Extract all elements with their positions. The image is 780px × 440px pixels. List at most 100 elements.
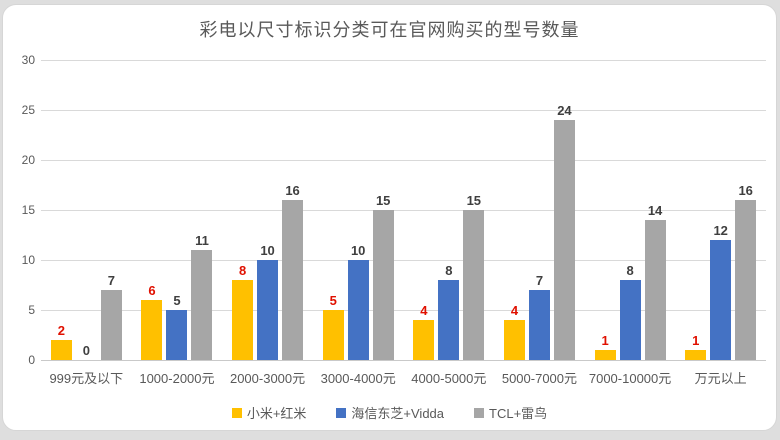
bar xyxy=(100,290,122,360)
y-tick-label: 25 xyxy=(21,103,35,117)
y-tick-label: 0 xyxy=(28,353,35,367)
legend-item: 小米+红米 xyxy=(231,403,306,422)
x-tick-label: 3000-4000元 xyxy=(320,371,396,386)
bar xyxy=(50,340,72,360)
chart-title: 彩电以尺寸标识分类可在官网购买的型号数量 xyxy=(199,20,580,40)
x-tick-label: 1000-2000元 xyxy=(139,371,215,386)
bar-value-label: 10 xyxy=(260,243,275,258)
bar-wrap: 10 xyxy=(347,60,369,360)
bar-value-label: 10 xyxy=(350,243,366,258)
y-tick-label: 20 xyxy=(21,153,35,167)
bar-wrap: 1 xyxy=(594,60,616,360)
y-tick-label: 5 xyxy=(28,303,35,317)
legend-swatch-icon xyxy=(474,407,485,418)
bar-wrap: 2 xyxy=(50,60,72,360)
bar-group: 6 5 11 xyxy=(132,60,223,360)
bar-group: 5 10 15 xyxy=(313,60,404,360)
gridline xyxy=(41,110,766,111)
bar xyxy=(191,250,213,360)
bar-value-label: 16 xyxy=(285,183,300,198)
x-tick-label: 999元及以下 xyxy=(49,371,124,386)
plot-area: 2 0 7 6 5 11 8 10 16 5 10 15 4 8 15 4 7 24 1 8 14 1 12 16 xyxy=(41,60,766,361)
bar-value-label: 7 xyxy=(107,273,115,288)
bar-value-label: 16 xyxy=(738,183,753,198)
bar xyxy=(735,200,757,360)
bar-wrap: 12 xyxy=(710,60,732,360)
bar-wrap: 16 xyxy=(282,60,304,360)
legend-item: 海信东芝+Vidda xyxy=(336,403,444,422)
gridline xyxy=(41,210,766,211)
bar-wrap: 14 xyxy=(644,60,666,360)
x-axis: 999元及以下 1000-2000元 2000-3000元 3000-4000元 400… xyxy=(41,368,766,387)
bar-value-label: 4 xyxy=(510,303,519,318)
y-tick-label: 10 xyxy=(21,253,35,267)
bar-wrap: 5 xyxy=(166,60,188,360)
bar xyxy=(166,310,188,360)
bar-wrap: 8 xyxy=(438,60,460,360)
bar-wrap: 11 xyxy=(191,60,213,360)
bar xyxy=(710,240,732,360)
gridline xyxy=(41,310,766,311)
bar-wrap: 7 xyxy=(528,60,550,360)
bar-group: 1 8 14 xyxy=(585,60,676,360)
bar xyxy=(644,220,666,360)
bar xyxy=(322,310,344,360)
bar-value-label: 2 xyxy=(57,323,65,338)
bar-value-label: 6 xyxy=(148,283,156,298)
bar-value-label: 15 xyxy=(466,193,482,208)
bar-wrap: 10 xyxy=(257,60,279,360)
bar-group: 4 7 24 xyxy=(494,60,585,360)
x-axis-line xyxy=(41,360,766,361)
bar-value-label: 1 xyxy=(692,333,700,348)
bar-wrap: 16 xyxy=(735,60,757,360)
bar-wrap: 4 xyxy=(413,60,435,360)
bar-wrap: 6 xyxy=(141,60,163,360)
legend-swatch-icon xyxy=(231,407,242,418)
bar xyxy=(594,350,616,360)
bar-group: 1 12 16 xyxy=(675,60,766,360)
bar-wrap: 4 xyxy=(503,60,525,360)
bar-value-label: 7 xyxy=(535,273,544,288)
bar-wrap: 7 xyxy=(100,60,122,360)
legend-swatch-icon xyxy=(336,407,347,418)
bar xyxy=(347,260,369,360)
bar xyxy=(232,280,254,360)
bar xyxy=(619,280,641,360)
bar xyxy=(528,290,550,360)
bar xyxy=(257,260,279,360)
bar-value-label: 0 xyxy=(82,343,90,358)
bar-wrap: 15 xyxy=(463,60,485,360)
bar-wrap: 1 xyxy=(685,60,707,360)
bar-value-label: 11 xyxy=(195,233,209,248)
bar xyxy=(413,320,435,360)
bar-value-label: 4 xyxy=(420,303,428,318)
bar xyxy=(282,200,304,360)
bar-wrap: 24 xyxy=(553,60,575,360)
bar-value-label: 8 xyxy=(626,263,634,278)
bar xyxy=(553,120,575,360)
bar-value-label: 1 xyxy=(601,333,609,348)
bar-wrap: 15 xyxy=(372,60,394,360)
bar-wrap: 8 xyxy=(619,60,641,360)
legend: 小米+红米 海信东芝+Vidda TCL+雷鸟 xyxy=(3,403,776,422)
legend-label: TCL+雷鸟 xyxy=(489,406,548,421)
bar-value-label: 8 xyxy=(238,263,247,278)
bar-value-label: 5 xyxy=(173,293,181,308)
x-tick-label: 万元以上 xyxy=(694,371,747,386)
x-tick-label: 7000-10000元 xyxy=(588,371,672,386)
bars-row: 2 0 7 6 5 11 8 10 16 5 10 15 4 8 15 4 7 24 1 8 14 1 12 16 xyxy=(41,60,766,360)
y-tick-label: 15 xyxy=(21,203,35,217)
bar-group: 2 0 7 xyxy=(41,60,132,360)
bar-group: 8 10 16 xyxy=(222,60,313,360)
bar-wrap: 0 xyxy=(76,60,97,360)
bar-value-label: 24 xyxy=(557,103,572,118)
legend-label: 海信东芝+Vidda xyxy=(351,406,445,421)
bar-wrap: 8 xyxy=(232,60,254,360)
gridline xyxy=(41,60,766,61)
bar-value-label: 12 xyxy=(713,223,728,238)
bar-group: 4 8 15 xyxy=(404,60,495,360)
bar-value-label: 5 xyxy=(329,293,337,308)
bar-value-label: 15 xyxy=(375,193,391,208)
chart-card: 彩电以尺寸标识分类可在官网购买的型号数量 2 0 7 6 5 11 8 10 16 5 10 15 4 8… xyxy=(2,4,777,431)
y-tick-label: 30 xyxy=(21,53,35,67)
